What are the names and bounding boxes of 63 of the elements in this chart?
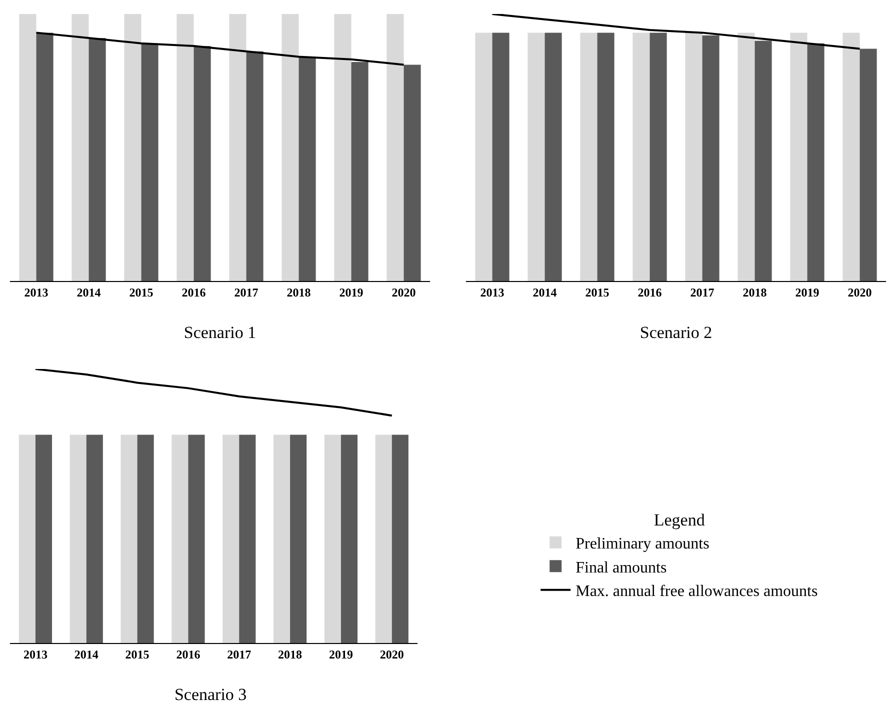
bar xyxy=(282,14,299,281)
x-tick-label: 2016 xyxy=(176,647,200,662)
bar xyxy=(528,32,545,281)
legend-title: Legend xyxy=(654,510,706,530)
bar xyxy=(72,14,89,281)
bar xyxy=(650,32,667,281)
bar xyxy=(597,32,614,281)
bar xyxy=(124,14,142,281)
legend-label: Max. annual free allowances amounts xyxy=(576,583,818,600)
x-tick-label: 2019 xyxy=(339,285,364,300)
bar xyxy=(702,35,720,281)
x-tick-label: 2013 xyxy=(24,285,48,300)
bar xyxy=(738,32,755,281)
bar xyxy=(351,62,368,281)
bar xyxy=(36,32,54,281)
bar xyxy=(790,32,808,281)
bar xyxy=(229,14,246,281)
bar xyxy=(842,32,860,281)
bar xyxy=(194,46,211,281)
x-tick-label: 2020 xyxy=(380,647,404,662)
x-tick-label: 2016 xyxy=(638,285,662,300)
x-tick-label: 2018 xyxy=(278,647,302,662)
bar xyxy=(685,32,702,281)
bar xyxy=(754,40,772,281)
bar xyxy=(141,43,158,281)
x-tick-label: 2014 xyxy=(532,285,557,300)
bar xyxy=(475,32,492,281)
text: Scenario 2 xyxy=(640,323,712,342)
x-tick-label: 2019 xyxy=(795,285,820,300)
bar xyxy=(334,14,352,281)
bar xyxy=(580,32,598,281)
bar xyxy=(544,32,562,281)
x-tick-label: 2018 xyxy=(742,285,767,300)
x-tick-label: 2020 xyxy=(848,285,872,300)
x-tick-label: 2015 xyxy=(585,285,610,300)
legend-label: Final amounts xyxy=(576,559,667,576)
bar xyxy=(298,56,316,281)
bar xyxy=(860,48,877,281)
x-tick-label: 2017 xyxy=(227,647,252,662)
text: Scenario 1 xyxy=(184,323,256,342)
bar xyxy=(386,14,404,281)
x-tick-label: 2017 xyxy=(690,285,714,300)
x-tick-label: 2014 xyxy=(76,285,101,300)
legend-label: Preliminary amounts xyxy=(576,536,710,553)
bar xyxy=(246,51,264,281)
x-tick-label: 2014 xyxy=(74,647,98,662)
x-tick-label: 2020 xyxy=(392,285,416,300)
x-tick-label: 2016 xyxy=(182,285,206,300)
bar xyxy=(492,32,510,281)
x-tick-label: 2015 xyxy=(125,647,150,662)
x-tick-label: 2013 xyxy=(23,647,48,662)
bar xyxy=(88,38,106,281)
bar xyxy=(404,64,421,281)
text: Scenario 3 xyxy=(174,684,247,704)
x-tick-label: 2015 xyxy=(129,285,154,300)
bar xyxy=(19,14,36,281)
x-tick-label: 2019 xyxy=(328,647,353,662)
x-tick-label: 2017 xyxy=(234,285,258,300)
bar xyxy=(807,43,824,281)
bar xyxy=(632,32,650,281)
x-tick-label: 2013 xyxy=(480,285,504,300)
bar xyxy=(176,14,194,281)
x-tick-label: 2018 xyxy=(286,285,311,300)
